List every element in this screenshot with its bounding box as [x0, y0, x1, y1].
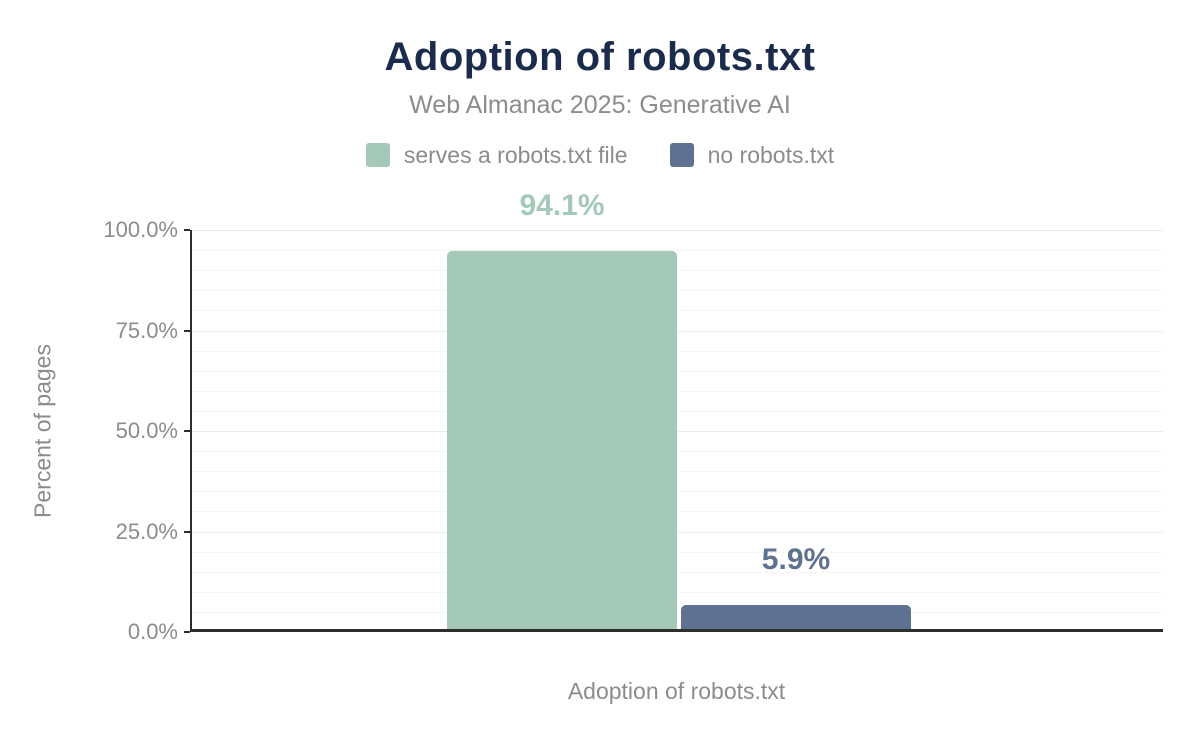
legend-item-serves-robots-txt: serves a robots.txt file: [365, 142, 628, 168]
gridline: [192, 451, 1163, 452]
gridline: [192, 572, 1163, 573]
gridline: [192, 612, 1163, 613]
gridline: [192, 411, 1163, 412]
y-axis-title-text: Percent of pages: [29, 344, 56, 518]
bar-serves-robots-txt: [447, 251, 677, 629]
gridline: [192, 331, 1163, 332]
legend: serves a robots.txt file no robots.txt: [0, 142, 1200, 168]
bar-value-label: 94.1%: [519, 189, 605, 222]
y-tick-mark: [184, 229, 190, 231]
gridline: [192, 491, 1163, 492]
legend-item-no-robots-txt: no robots.txt: [669, 142, 835, 168]
gridline: [192, 391, 1163, 392]
chart-title: Adoption of robots.txt: [384, 35, 816, 79]
gridline: [192, 532, 1163, 533]
gridline: [192, 552, 1163, 553]
y-axis-title: Percent of pages: [28, 230, 58, 632]
gridline: [192, 310, 1163, 311]
y-tick-label: 75.0%: [115, 318, 178, 343]
gridline: [192, 511, 1163, 512]
plot-area: 0.0% 25.0% 50.0% 75.0% 100.0% 94.1% 5.9%: [103, 189, 1163, 644]
y-tick-mark: [184, 430, 190, 432]
y-tick-mark: [184, 330, 190, 332]
bar-no-robots-txt: [681, 605, 911, 629]
y-tick-mark: [184, 631, 190, 633]
legend-swatch-icon: [669, 143, 694, 167]
gridline: [192, 351, 1163, 352]
y-tick-label: 50.0%: [115, 418, 178, 443]
legend-label: no robots.txt: [707, 142, 835, 168]
gridline: [192, 230, 1163, 231]
gridline: [192, 592, 1163, 593]
legend-swatch-icon: [365, 143, 390, 167]
gridline: [192, 250, 1163, 251]
bar-value-label: 5.9%: [761, 543, 831, 576]
y-tick-label: 100.0%: [103, 217, 178, 242]
legend-label: serves a robots.txt file: [403, 142, 628, 168]
x-axis-title: Adoption of robots.txt: [567, 678, 786, 704]
chart-subtitle: Web Almanac 2025: Generative AI: [409, 91, 791, 119]
gridline: [192, 471, 1163, 472]
y-tick-mark: [184, 531, 190, 533]
gridline: [192, 371, 1163, 372]
gridline: [192, 290, 1163, 291]
gridline: [192, 270, 1163, 271]
y-tick-label: 25.0%: [115, 519, 178, 544]
y-tick-label: 0.0%: [127, 619, 178, 644]
gridline: [192, 431, 1163, 432]
